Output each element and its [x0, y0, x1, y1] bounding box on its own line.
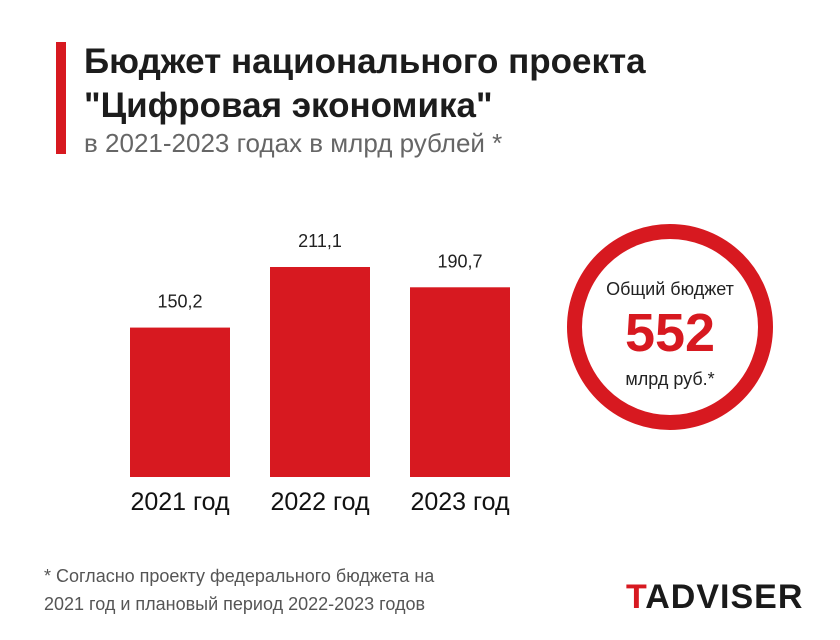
- tadviser-logo[interactable]: TADVISER: [626, 578, 803, 617]
- bar-value-label-2: 211,1: [298, 231, 342, 251]
- page-subtitle: в 2021-2023 годах в млрд рублей *: [84, 128, 503, 158]
- title-line-1: Бюджет национального проекта: [84, 42, 646, 81]
- bar-2: [270, 267, 370, 477]
- bar-value-label-3: 190,7: [437, 251, 482, 271]
- bar-value-label-1: 150,2: [157, 292, 202, 312]
- category-label-3: 2023 год: [410, 488, 509, 516]
- total-budget-unit: млрд руб.*: [625, 369, 715, 389]
- logo-rest: ADVISER: [645, 578, 804, 616]
- category-label-1: 2021 год: [130, 488, 229, 516]
- total-budget-value: 552: [624, 303, 716, 363]
- footnote: * Согласно проекту федерального бюджета …: [44, 562, 514, 618]
- total-budget-ring: Общий бюджет 552 млрд руб.*: [567, 224, 773, 430]
- bar-1: [130, 327, 230, 477]
- category-label-2: 2022 год: [270, 488, 369, 516]
- footnote-line-2: 2021 год и плановый период 2022-2023 год…: [44, 594, 426, 614]
- logo-first-letter: T: [626, 578, 646, 616]
- title-line-2: "Цифровая экономика": [84, 86, 493, 125]
- bar-3: [410, 287, 510, 477]
- footnote-line-1: * Согласно проекту федерального бюджета …: [44, 566, 435, 586]
- total-budget-caption: Общий бюджет: [606, 279, 734, 299]
- title-accent-bar: [56, 42, 66, 154]
- page-title: Бюджет национального проекта "Цифровая э…: [84, 40, 784, 128]
- bar-chart: 150,2 2021 год 211,1 2022 год 190,7 2023 год: [130, 231, 510, 516]
